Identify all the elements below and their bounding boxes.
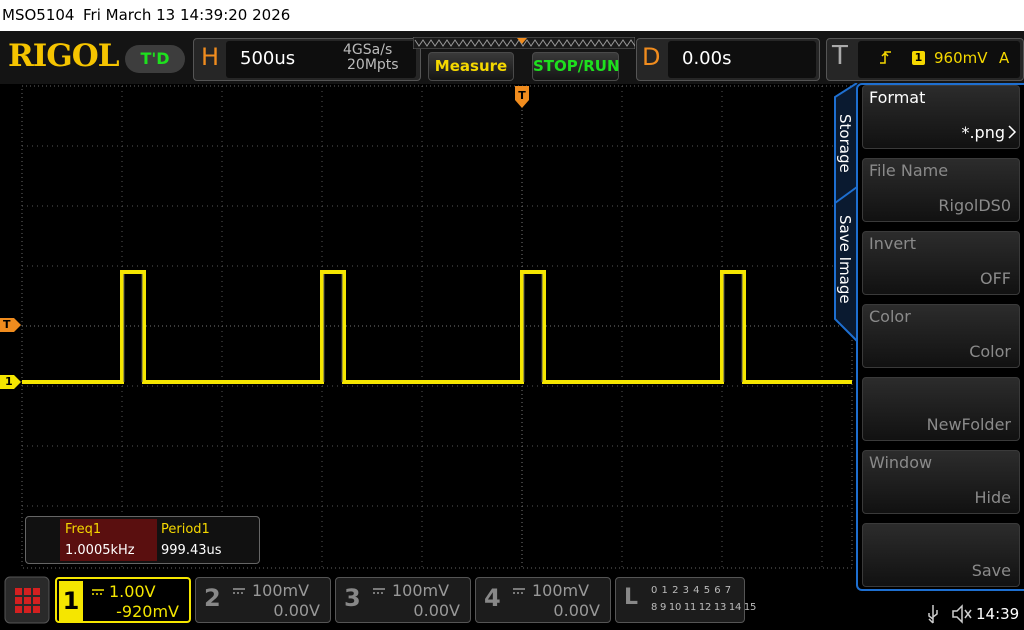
trigger-marker-shape — [515, 86, 529, 108]
logic-label: L — [624, 585, 639, 610]
channel-offset: 0.00V — [553, 601, 600, 620]
coupling-icon — [373, 588, 385, 594]
channel-scale: 100mV — [532, 581, 590, 600]
measurement-value: 999.43us — [161, 543, 222, 558]
measurement-name: Freq1 — [65, 522, 102, 537]
menu-value: RigolDS0 — [938, 196, 1011, 215]
channel-box[interactable]: 1 1.00V -920mV — [55, 577, 191, 623]
level-marker: T — [3, 318, 11, 331]
center-axes — [22, 86, 852, 568]
menu-value: NewFolder — [926, 415, 1011, 434]
sample-rate: 4GSa/s — [343, 42, 393, 58]
menu-item[interactable]: Invert OFF — [862, 231, 1020, 295]
d-label: D — [642, 43, 661, 71]
stop-run-button[interactable]: STOP/RUN — [532, 52, 620, 81]
coupling-icon — [233, 588, 245, 594]
measurement-highlight — [60, 519, 157, 561]
waveform-area — [21, 85, 853, 569]
channel-box[interactable]: 3 100mV 0.00V — [335, 577, 471, 623]
channel-offset: 0.00V — [273, 601, 320, 620]
trigger-marker: T — [518, 89, 526, 102]
menu-value: Save — [971, 561, 1011, 580]
channel-number: 3 — [344, 584, 361, 612]
menu-value: Color — [969, 342, 1011, 361]
menu-item[interactable]: Window Hide — [862, 450, 1020, 514]
channel-offset: 0.00V — [413, 601, 460, 620]
channel-marker: 1 — [5, 375, 13, 388]
menu-item[interactable]: Save — [862, 523, 1020, 587]
logo: RIGOL — [8, 38, 120, 74]
channel-scale: 100mV — [252, 581, 310, 600]
trigger-mode: A — [999, 49, 1010, 67]
coupling-icon — [513, 588, 525, 594]
datetime: Fri March 13 14:39:20 2026 — [83, 6, 291, 24]
trigger-position-strip — [413, 37, 635, 49]
channel-offset: -920mV — [116, 602, 179, 621]
h-label: H — [201, 43, 220, 71]
trigger-level: 960mV — [934, 49, 988, 67]
t-label: T — [832, 41, 848, 71]
grid — [22, 86, 852, 568]
menu-label: Format — [869, 88, 926, 107]
channel-box[interactable]: 4 100mV 0.00V — [475, 577, 611, 623]
channel-scale: 100mV — [392, 581, 450, 600]
status-icons — [928, 604, 972, 624]
level-marker-shape — [0, 318, 21, 332]
menu-value: OFF — [980, 269, 1011, 288]
menu-label: File Name — [869, 161, 949, 180]
measurement-value: 1.0005kHz — [65, 543, 135, 558]
trigger-edge-icon — [880, 51, 891, 64]
d-inner — [668, 41, 816, 78]
menu-item[interactable]: Format *.png — [862, 85, 1020, 149]
channel-number: 1 — [59, 581, 83, 621]
menu-item[interactable]: File Name RigolDS0 — [862, 158, 1020, 222]
function-icon[interactable] — [4, 576, 50, 624]
tab-save-image[interactable]: Save Image — [836, 215, 854, 304]
delay-value: 0.00s — [682, 48, 732, 69]
logic-row-2: 8 9 10 11 12 13 14 15 — [651, 602, 757, 613]
logic-row-1: 0 1 2 3 4 5 6 7 — [651, 585, 732, 596]
measurement-name: Period1 — [161, 522, 210, 537]
submenu-arrow — [1008, 125, 1017, 139]
side-tabs — [834, 83, 858, 342]
channel-number: 2 — [204, 584, 221, 612]
measure-button[interactable]: Measure — [428, 52, 514, 81]
logic-box[interactable] — [615, 577, 745, 623]
channel-marker-shape — [0, 375, 21, 389]
menu-item[interactable]: Color Color — [862, 304, 1020, 368]
coupling-icon — [92, 589, 104, 595]
channel-box[interactable]: 2 100mV 0.00V — [195, 577, 331, 623]
channel-scale: 1.00V — [109, 582, 156, 601]
menu-value: *.png — [961, 123, 1005, 142]
system-time: 14:39 — [976, 605, 1020, 623]
side-menu — [856, 83, 1024, 591]
run-state[interactable]: T'D — [125, 45, 185, 73]
timebase: 500us — [240, 48, 296, 69]
model: MSO5104 — [2, 6, 75, 24]
menu-value: Hide — [974, 488, 1011, 507]
h-inner — [226, 41, 416, 78]
channel-number: 4 — [484, 584, 501, 612]
menu-label: Window — [869, 453, 933, 472]
tab-storage[interactable]: Storage — [836, 114, 854, 173]
menu-item[interactable]: NewFolder — [862, 377, 1020, 441]
status-bar — [0, 0, 1024, 31]
trigger-source: 1 — [912, 51, 925, 65]
memory-depth: 20Mpts — [347, 57, 399, 73]
channel-1-trace — [22, 270, 852, 384]
menu-label: Color — [869, 307, 911, 326]
menu-label: Invert — [869, 234, 917, 253]
